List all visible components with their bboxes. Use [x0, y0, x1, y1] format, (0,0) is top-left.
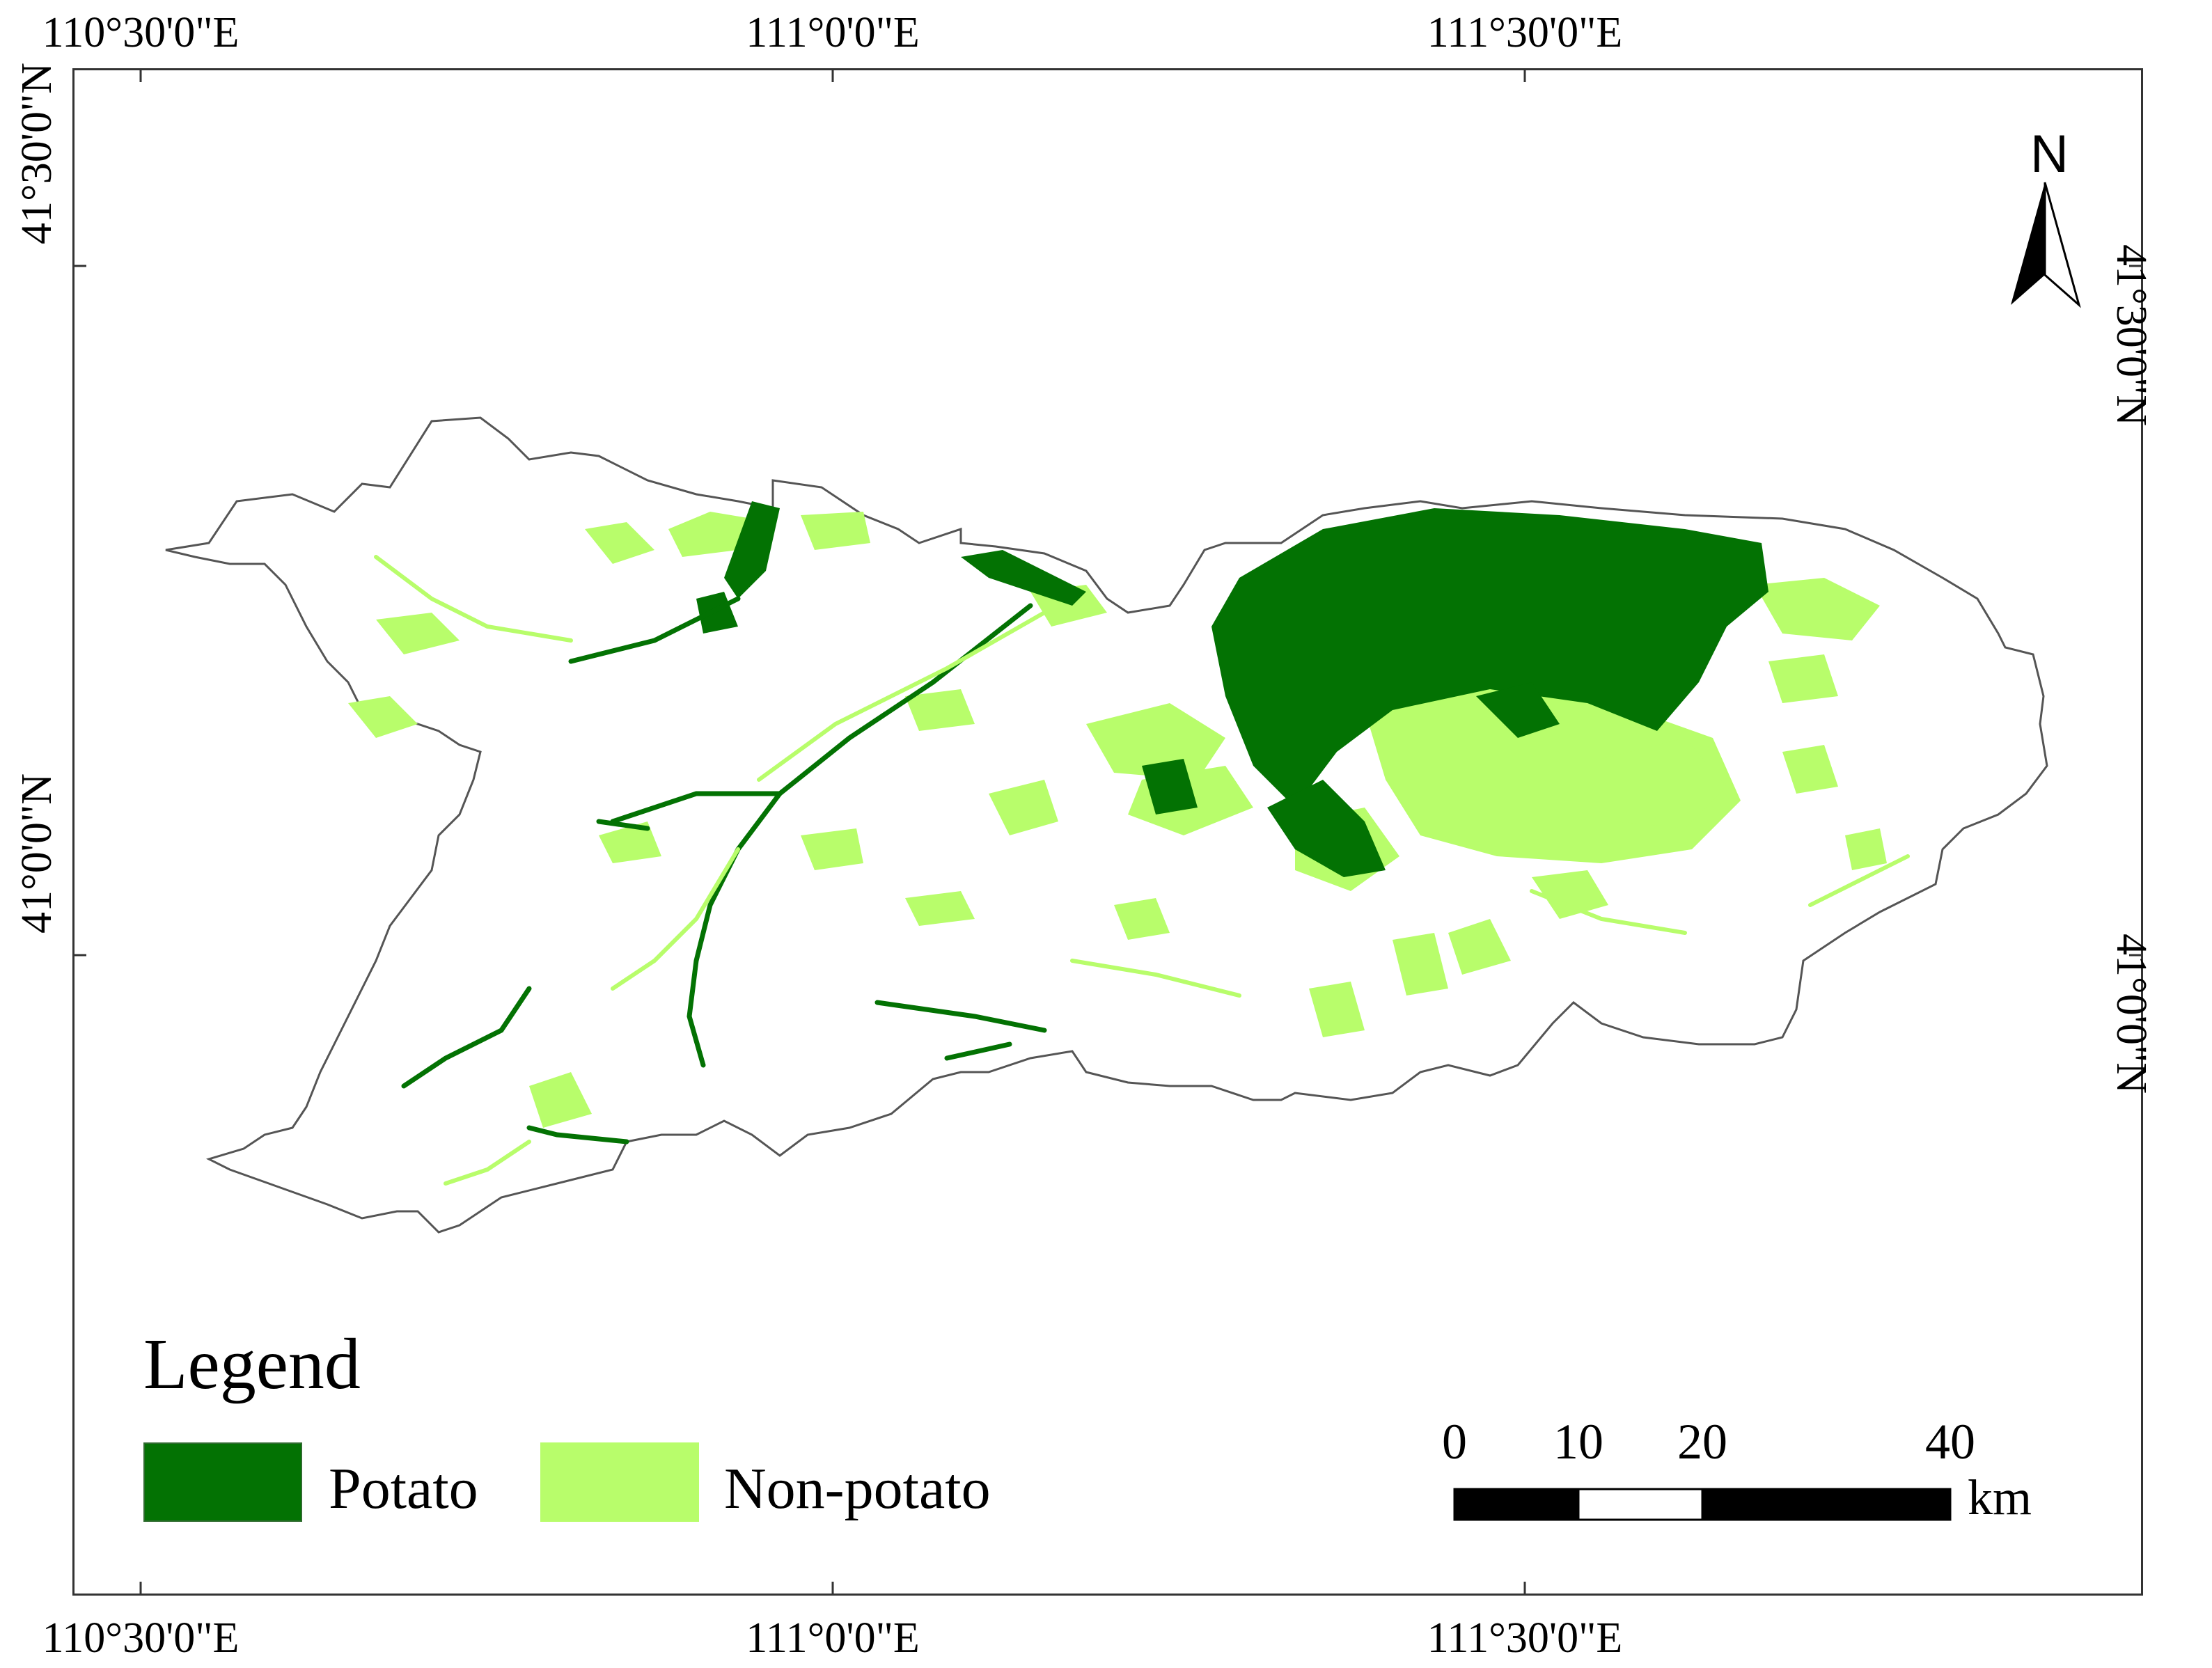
- legend-label-potato: Potato: [329, 1456, 478, 1521]
- scale-tick-label: 0: [1442, 1414, 1467, 1470]
- scale-tick-label: 40: [1925, 1414, 1975, 1470]
- graticule-ticks: [72, 68, 2143, 1596]
- scale-unit-label: km: [1968, 1470, 2032, 1525]
- legend-label-non-potato: Non-potato: [724, 1456, 991, 1521]
- top-longitude-label: 110°30'0"E: [42, 9, 240, 56]
- non-potato-corridors: [374, 555, 1910, 1186]
- north-arrow-icon: [2011, 182, 2081, 308]
- study-area-boundary: [165, 416, 2048, 1234]
- scale-segment-20-40: [1701, 1488, 1952, 1521]
- scale-tick-label: 10: [1553, 1414, 1603, 1470]
- top-longitude-label: 111°0'0"E: [746, 9, 920, 56]
- north-label: N: [2030, 125, 2069, 184]
- bottom-longitude-label: 111°0'0"E: [746, 1614, 920, 1662]
- bottom-longitude-label: 110°30'0"E: [42, 1614, 240, 1662]
- scale-tick-label: 20: [1677, 1414, 1727, 1470]
- scale-bar: [1453, 1488, 1952, 1521]
- top-longitude-label: 111°30'0"E: [1427, 9, 1623, 56]
- non-potato-areas: [348, 512, 1887, 1128]
- scale-segment-0-10: [1453, 1488, 1580, 1521]
- bottom-longitude-label: 111°30'0"E: [1427, 1614, 1623, 1662]
- legend-title: Legend: [143, 1324, 361, 1404]
- potato-areas: [696, 501, 1768, 877]
- legend-swatch-non-potato: [540, 1442, 699, 1522]
- map-frame: [72, 68, 2143, 1596]
- scale-segment-10-20: [1577, 1488, 1704, 1521]
- legend-swatch-potato: [143, 1442, 302, 1522]
